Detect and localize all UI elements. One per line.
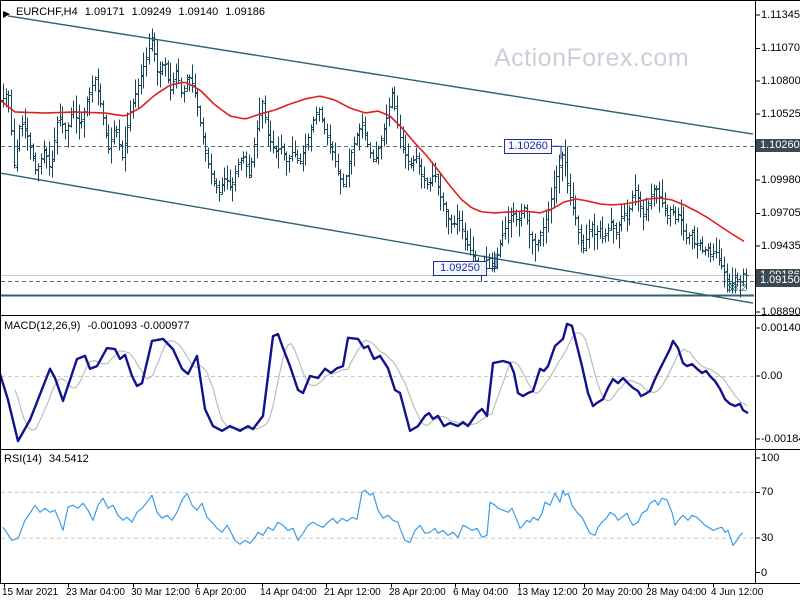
ohlc-low: 1.09140 xyxy=(178,6,219,18)
ohlc-open: 1.09171 xyxy=(84,6,125,18)
resistance-price-label: 1.10260 xyxy=(504,139,552,154)
moving-average-line xyxy=(1,81,745,242)
ohlc-close: 1.09186 xyxy=(225,6,266,18)
rsi-panel[interactable] xyxy=(0,450,755,583)
rsi-header: RSI(14) 34.5412 xyxy=(4,453,93,465)
main-chart-panel[interactable] xyxy=(0,0,755,315)
resistance-connector xyxy=(550,145,562,160)
rsi-indicator-label: RSI(14) xyxy=(4,453,42,465)
rsi-plot-group xyxy=(1,489,754,547)
time-axis[interactable] xyxy=(0,583,800,600)
price-axis[interactable] xyxy=(755,0,800,583)
chart-marker-icon xyxy=(3,11,10,18)
watermark: ActionForex.com xyxy=(494,44,690,72)
macd-signal-line xyxy=(14,332,748,431)
channel-upper xyxy=(7,15,754,135)
fibonacci-level-label: 38.2 xyxy=(727,283,747,294)
rsi-line xyxy=(2,489,744,547)
channel-lower xyxy=(1,172,754,304)
rsi-value: 34.5412 xyxy=(48,453,89,465)
main-plot-group xyxy=(1,15,754,304)
symbol-ohlc-header: EURCHF,H4 1.09171 1.09249 1.09140 1.0918… xyxy=(16,6,269,18)
macd-values: -0.001093 -0.000977 xyxy=(87,320,190,332)
macd-plot-group xyxy=(1,322,754,443)
candlestick-series xyxy=(1,28,749,298)
symbol-period-label: EURCHF,H4 xyxy=(16,6,78,18)
macd-indicator-label: MACD(12,26,9) xyxy=(4,320,81,332)
macd-header: MACD(12,26,9) -0.001093 -0.000977 xyxy=(4,320,194,332)
macd-panel[interactable] xyxy=(0,317,755,448)
support-price-label: 1.09250 xyxy=(433,261,487,276)
ohlc-high: 1.09249 xyxy=(131,6,172,18)
macd-main-line xyxy=(1,322,749,443)
support-connector xyxy=(486,253,497,269)
